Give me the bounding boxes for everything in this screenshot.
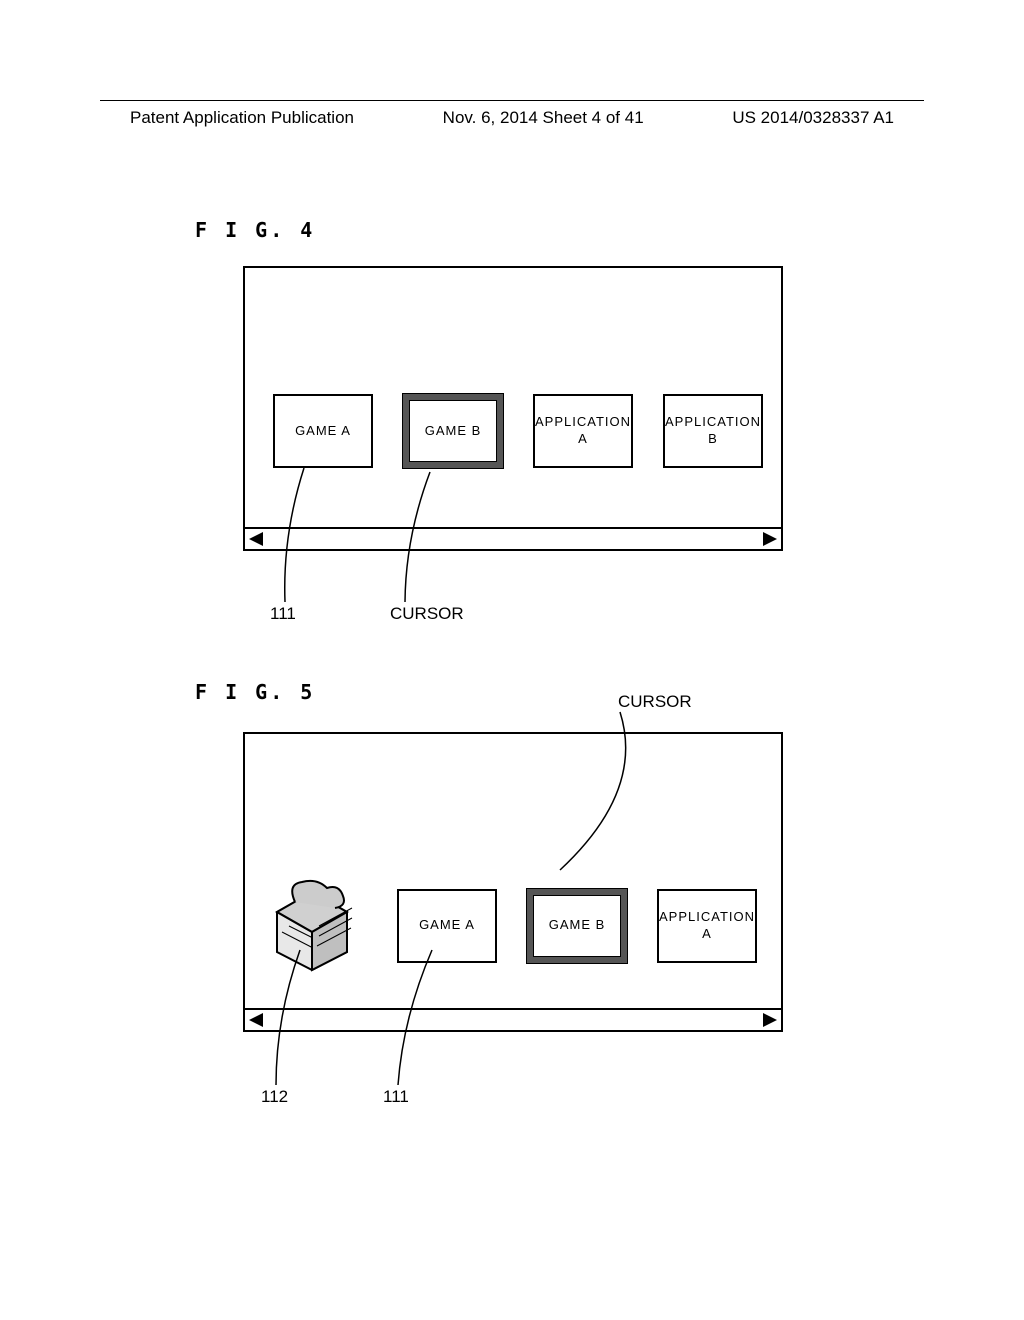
fig5-label: F I G. 5 [195,680,315,704]
fig5-callout-112: 112 [261,1087,288,1107]
scroll-left-icon[interactable] [249,532,263,546]
header-center: Nov. 6, 2014 Sheet 4 of 41 [443,108,644,128]
header-left: Patent Application Publication [130,108,354,128]
package-icon[interactable] [257,874,367,977]
fig4-callout-cursor: CURSOR [390,604,464,624]
app-tile-label: APPLICATION B [665,414,761,448]
app-tile-label: GAME A [295,423,351,440]
app-tile[interactable]: GAME A [273,394,373,468]
app-tile-label: GAME B [549,917,606,934]
fig5-callout-111: 111 [383,1087,409,1107]
selected-app-tile[interactable]: GAME B [403,394,503,468]
fig5-screen: GAME A GAME B APPLICATION A [243,732,783,1032]
fig5-cursor-label: CURSOR [618,692,692,712]
fig4-icon-row: GAME A GAME B APPLICATION A APPLICATION B [273,394,763,468]
app-tile-label: GAME A [419,917,475,934]
app-tile[interactable]: APPLICATION A [533,394,633,468]
fig4-label: F I G. 4 [195,218,315,242]
scroll-right-icon[interactable] [763,532,777,546]
app-tile-label: APPLICATION A [535,414,631,448]
fig4-screen: GAME A GAME B APPLICATION A APPLICATION B [243,266,783,551]
scroll-right-icon[interactable] [763,1013,777,1027]
app-tile[interactable]: APPLICATION B [663,394,763,468]
selected-app-tile[interactable]: GAME B [527,889,627,963]
scroll-left-icon[interactable] [249,1013,263,1027]
app-tile[interactable]: GAME A [397,889,497,963]
header-rule [100,100,924,101]
app-tile-label: APPLICATION A [659,909,755,943]
scrollbar[interactable] [245,527,781,549]
scrollbar[interactable] [245,1008,781,1030]
fig4-callout-111: 111 [270,604,296,624]
header-right: US 2014/0328337 A1 [732,108,894,128]
page-header: Patent Application Publication Nov. 6, 2… [0,108,1024,128]
app-tile-label: GAME B [425,423,482,440]
fig5-icon-row: GAME A GAME B APPLICATION A [257,874,757,977]
app-tile[interactable]: APPLICATION A [657,889,757,963]
